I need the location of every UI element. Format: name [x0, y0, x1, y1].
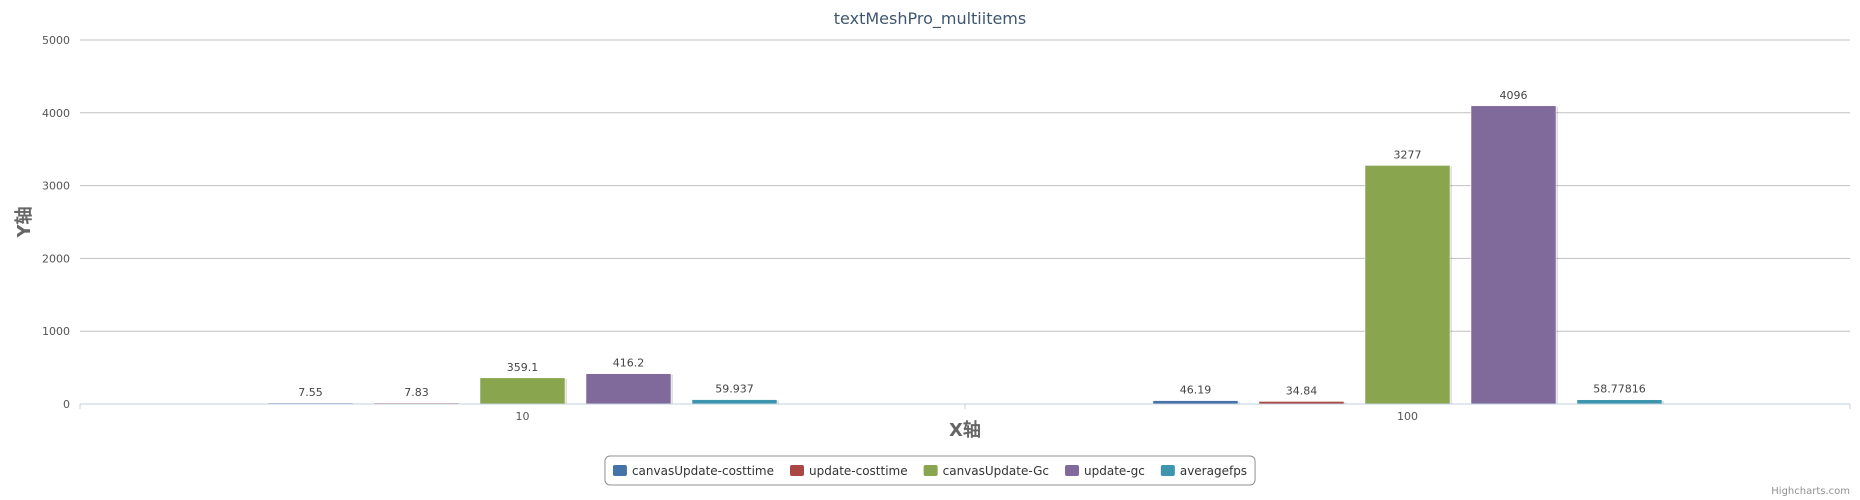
legend-item-update-costtime[interactable]: update-costtime: [809, 464, 908, 478]
data-label: 34.84: [1286, 384, 1318, 397]
x-axis-title: X轴: [949, 419, 981, 441]
bar-averagefps-100: [1576, 399, 1663, 405]
data-label: 4096: [1500, 89, 1528, 102]
credits-label: Highcharts.com: [1771, 486, 1850, 497]
bars: [267, 105, 1664, 405]
legend-swatch: [790, 465, 804, 476]
bar-update-gc-10: [585, 373, 672, 405]
legend-swatch: [1065, 465, 1080, 476]
x-tick-label: 10: [516, 410, 530, 423]
data-label: 59.937: [715, 383, 754, 396]
y-tick-label: 4000: [42, 107, 70, 120]
legend: canvasUpdate-costtime update-costtime canv…: [604, 455, 1256, 486]
y-axis-ticks: 0 1000 2000 3000 4000 5000: [42, 34, 70, 411]
chart-title: textMeshPro_multiitems: [834, 9, 1026, 29]
legend-swatch: [612, 465, 627, 476]
y-tick-label: 2000: [42, 252, 70, 265]
legend-item-update-gc[interactable]: update-gc: [1084, 464, 1145, 478]
bar-update-gc-100: [1470, 105, 1557, 405]
data-label: 7.55: [298, 386, 323, 399]
bar-averagefps-10: [691, 399, 778, 405]
data-labels: 7.55 7.83 359.1 416.2 59.937 46.19 34.84 3277 40…: [298, 89, 1646, 399]
data-label: 46.19: [1180, 384, 1212, 397]
y-tick-label: 0: [63, 398, 70, 411]
x-tick-label: 100: [1397, 410, 1418, 423]
bar-canvasUpdate-Gc-10: [479, 377, 566, 405]
bar-canvasUpdate-Gc-100: [1364, 165, 1451, 405]
y-axis-title: Y轴: [13, 206, 35, 238]
data-label: 359.1: [507, 361, 539, 374]
legend-swatch: [1160, 465, 1175, 476]
data-label: 58.77816: [1593, 383, 1646, 396]
legend-item-averagefps[interactable]: averagefps: [1180, 464, 1247, 478]
data-label: 3277: [1394, 148, 1422, 161]
x-axis-ticks: 10 100: [79, 404, 1851, 423]
legend-item-canvasUpdate-Gc[interactable]: canvasUpdate-Gc: [943, 464, 1049, 478]
y-tick-label: 3000: [42, 180, 70, 193]
y-tick-label: 1000: [42, 325, 70, 338]
data-label: 7.83: [404, 386, 429, 399]
y-tick-label: 5000: [42, 34, 70, 47]
legend-item-canvasUpdate-costtime[interactable]: canvasUpdate-costtime: [632, 464, 774, 478]
gridlines: [80, 39, 1850, 405]
legend-swatch: [923, 465, 938, 476]
bar-canvasUpdate-costtime-100: [1152, 400, 1239, 405]
data-label: 416.2: [613, 357, 645, 370]
